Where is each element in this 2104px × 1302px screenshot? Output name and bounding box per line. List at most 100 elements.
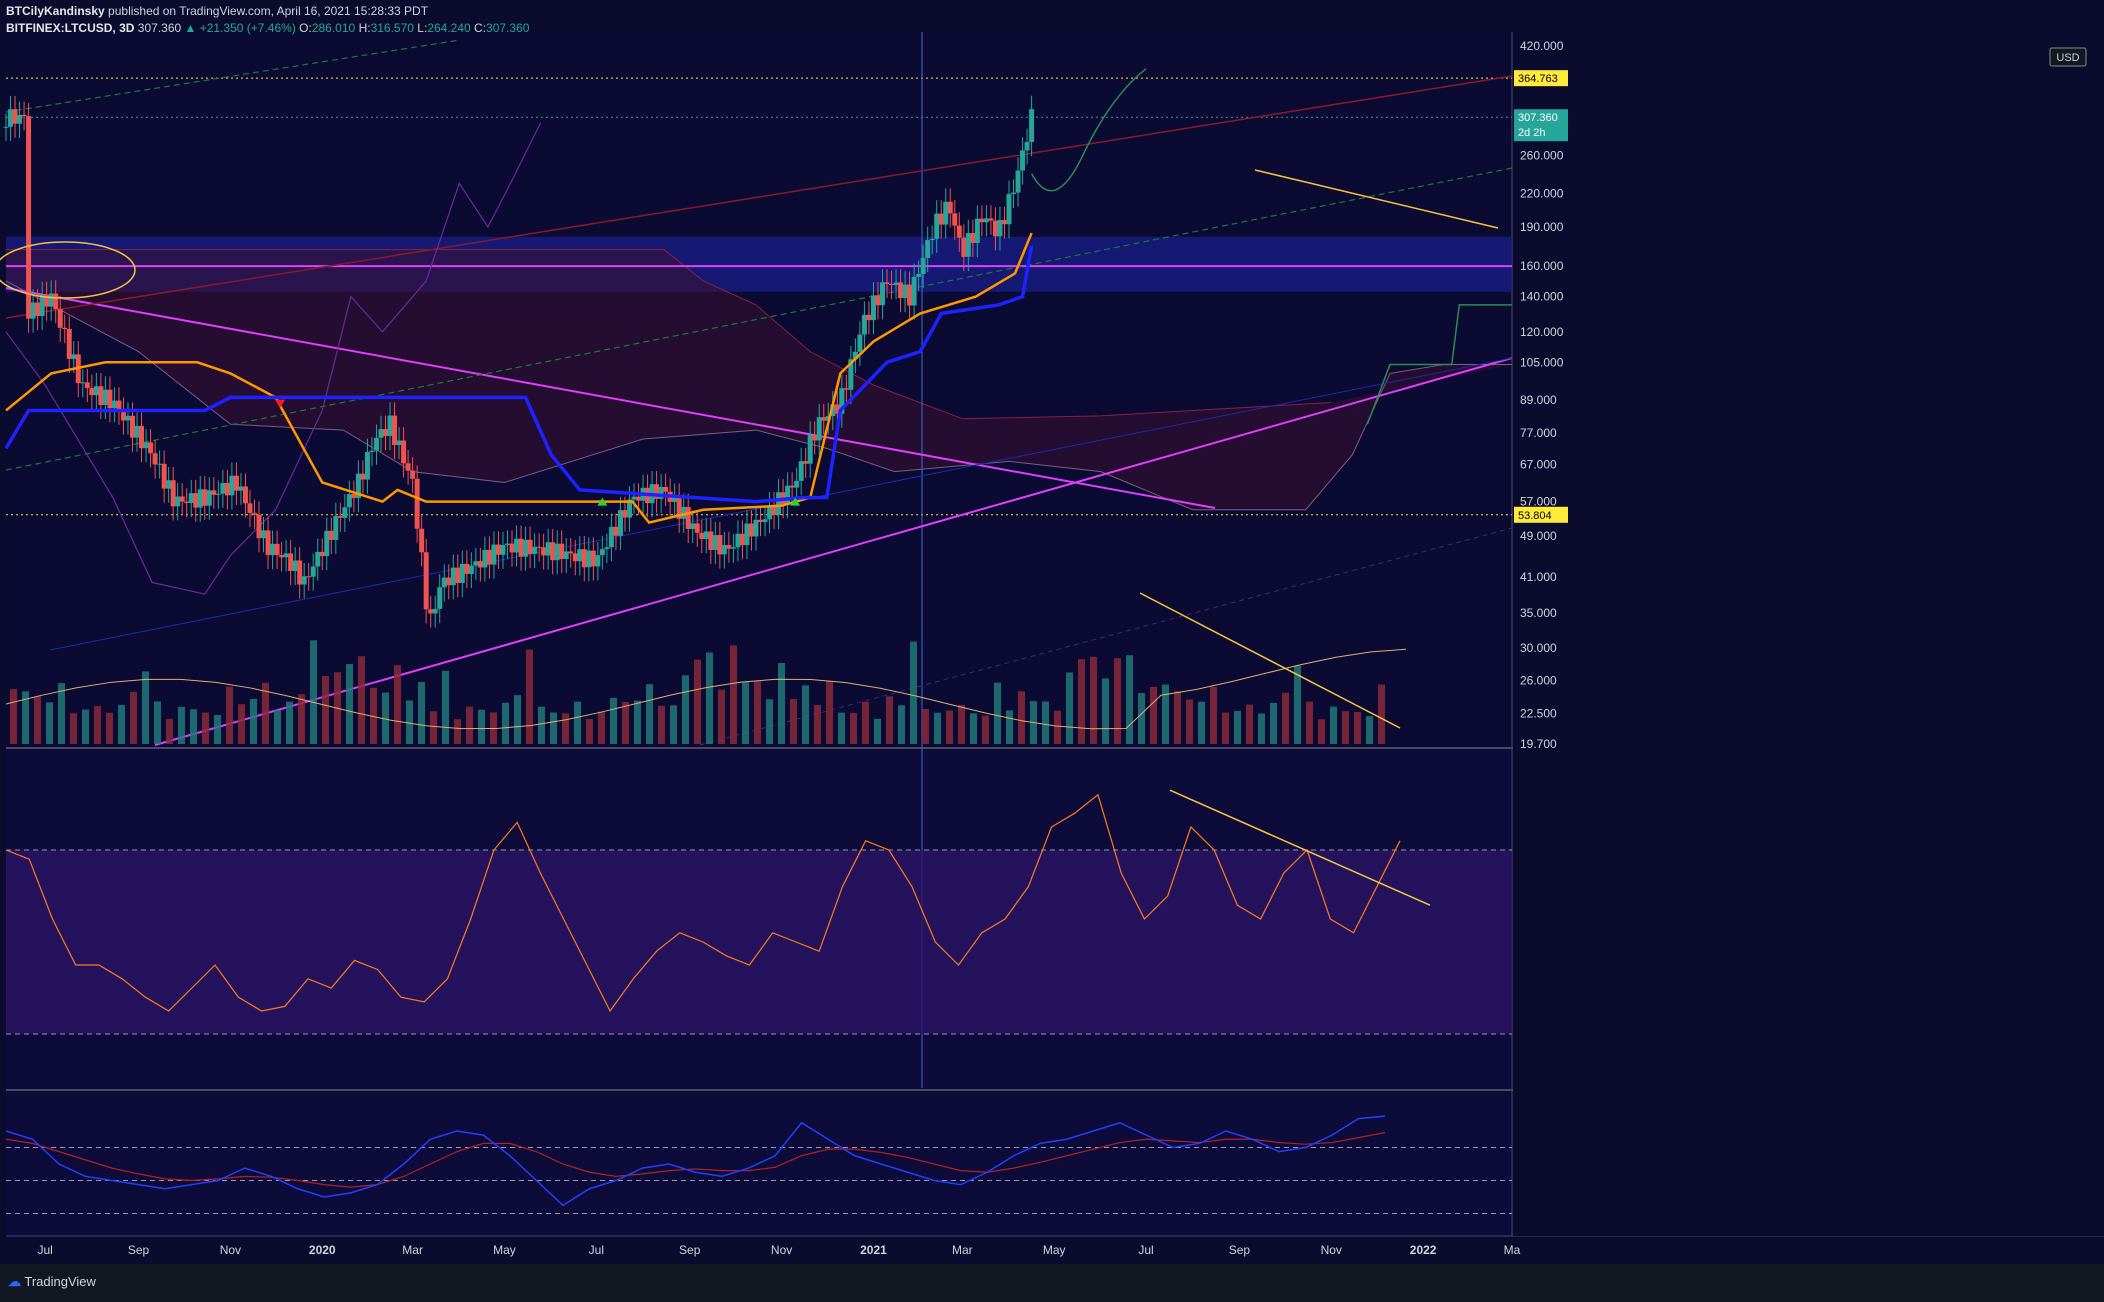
candle-body — [758, 519, 764, 523]
symbol-info: BITFINEX:LTCUSD, 3D 307.360 ▲ +21.350 (+… — [6, 21, 529, 35]
rsi-line — [5, 793, 1401, 1013]
candle-body — [161, 463, 167, 489]
candle-body — [794, 480, 800, 488]
price-axis[interactable]: USD 420.000 364.763 307.360 2d 2h 260.000 220.… — [1513, 32, 2104, 1236]
candle-body — [175, 496, 181, 507]
candle-body — [102, 389, 108, 406]
volume-bar — [202, 712, 209, 744]
candle-body — [360, 473, 366, 480]
time-tick-label: May — [1043, 1243, 1066, 1257]
candle-body — [500, 545, 506, 555]
candle-body — [233, 475, 239, 491]
volume-bar — [34, 696, 41, 744]
time-tick-label: 2020 — [309, 1243, 336, 1257]
volume-bar — [706, 652, 713, 744]
candle-body — [735, 533, 741, 548]
symbol-label[interactable]: BITFINEX:LTCUSD, 3D — [6, 21, 135, 35]
time-tick-label: 2021 — [860, 1243, 887, 1257]
candle-body — [947, 201, 953, 214]
candle-body — [785, 485, 791, 505]
volume-bar — [910, 641, 917, 744]
candle-body — [26, 116, 32, 319]
volume-bar — [1222, 712, 1229, 744]
candle-body — [812, 434, 818, 441]
author-name[interactable]: BTCilyKandinsky — [6, 4, 105, 18]
volume-bar — [370, 687, 377, 744]
candle-body — [983, 218, 989, 223]
lagging-span — [5, 122, 542, 595]
candle-body — [889, 283, 895, 285]
candle-body — [8, 109, 14, 127]
cloud-span-b — [5, 280, 1512, 511]
candle-body — [468, 565, 474, 575]
candle-body — [450, 567, 456, 586]
candle-body — [396, 440, 402, 445]
candle-body — [581, 549, 587, 568]
candle-body — [563, 551, 569, 559]
volume-bar — [238, 704, 245, 744]
volume-bar — [766, 699, 773, 744]
volume-bar — [526, 649, 533, 744]
price-flag — [1514, 506, 1568, 523]
candle-body — [3, 126, 9, 128]
candle-body — [62, 327, 68, 330]
volume-bar — [286, 701, 293, 744]
candle-body — [703, 531, 709, 539]
candle-body — [898, 282, 904, 299]
candle-body — [658, 486, 664, 499]
volume-bar — [190, 709, 197, 744]
price-tick-label: 420.000 — [1520, 39, 1564, 53]
price-tick-label: 22.500 — [1520, 707, 1557, 721]
price-tick-label: 35.000 — [1520, 606, 1557, 620]
close-value: 307.360 — [486, 21, 530, 35]
candle-body — [279, 555, 285, 558]
candle-body — [690, 523, 696, 529]
volume-bar — [790, 699, 797, 744]
candle-body — [916, 273, 922, 277]
rsi-divergence-line — [1169, 789, 1431, 906]
volume-bar — [382, 692, 389, 744]
volume-bar — [1138, 693, 1145, 744]
price-tick-label: 160.000 — [1520, 259, 1564, 273]
candle-body — [866, 314, 872, 321]
candle-body — [486, 549, 492, 565]
time-tick-label: Sep — [679, 1243, 701, 1257]
candle-body — [532, 546, 538, 555]
volume-bar — [442, 670, 449, 744]
volume-bar — [46, 702, 53, 744]
candle-body — [48, 293, 54, 307]
candle-body — [550, 542, 556, 561]
price-tick-label: 260.000 — [1520, 148, 1564, 162]
last-price: 307.360 — [137, 21, 182, 35]
volume-bar — [514, 695, 521, 744]
volume-bar — [802, 685, 809, 744]
volume-bar — [394, 665, 401, 744]
volume-bar — [994, 682, 1001, 744]
tradingview-logo[interactable]: ☁ TradingView — [8, 1274, 96, 1290]
candle-body — [419, 528, 425, 553]
candle-body — [197, 489, 203, 508]
volume-bar — [106, 712, 113, 744]
price-pane[interactable] — [0, 32, 1907, 1088]
candle-body — [93, 386, 99, 396]
candle-body — [66, 329, 72, 359]
price-tick-label: 140.000 — [1520, 290, 1564, 304]
volume-bar — [742, 682, 749, 744]
candle-body — [378, 429, 384, 438]
volume-bar — [214, 714, 221, 744]
volume-bar — [1318, 719, 1325, 744]
footer-bar — [0, 1264, 2104, 1302]
candle-body — [884, 282, 890, 284]
candle-body — [776, 492, 782, 515]
volume-bar — [1198, 701, 1205, 744]
volume-bar — [322, 675, 329, 744]
price-flag-label: 307.360 — [1518, 112, 1558, 124]
candle-body — [342, 507, 348, 518]
candle-body — [111, 400, 117, 409]
candle-body — [672, 496, 678, 502]
candle-body — [57, 309, 63, 328]
time-axis[interactable]: Jul Sep Nov 2020 Mar May Jul Sep Nov 2021 Mar May Ju… — [37, 1243, 1520, 1257]
publish-date: published on TradingView.com, April 16, … — [108, 4, 429, 18]
